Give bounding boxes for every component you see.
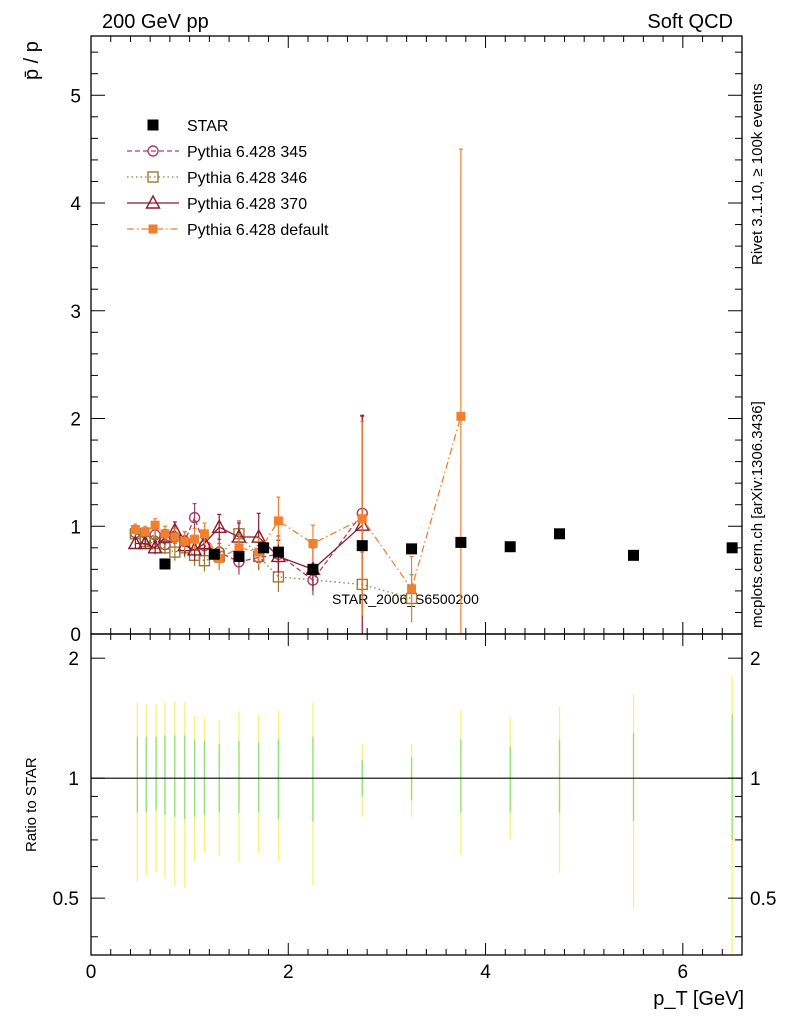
data-point bbox=[147, 539, 163, 554]
data-point bbox=[190, 534, 200, 544]
main-y-tick-label: 4 bbox=[70, 194, 81, 215]
legend-label: Pythia 6.428 345 bbox=[187, 144, 307, 161]
data-point bbox=[233, 550, 245, 562]
legend-entry: Pythia 6.428 default bbox=[127, 222, 329, 239]
data-point bbox=[628, 549, 639, 561]
legend-marker bbox=[147, 171, 159, 183]
x-tick-label: 2 bbox=[283, 962, 294, 983]
legend-label: Pythia 6.428 346 bbox=[187, 170, 307, 187]
data-point bbox=[308, 538, 318, 548]
data-point bbox=[208, 548, 220, 560]
legend-marker bbox=[147, 119, 159, 131]
data-point bbox=[160, 529, 170, 539]
ratio-y-tick-label-right: 0.5 bbox=[750, 889, 776, 910]
x-axis-label: p_T [GeV] bbox=[653, 988, 744, 1010]
ratio-y-axis-label: Ratio to STAR bbox=[23, 757, 40, 852]
data-point bbox=[198, 555, 211, 567]
series-pythia-6-428-345 bbox=[129, 415, 368, 611]
analysis-watermark: STAR_2006_S6500200 bbox=[332, 591, 479, 607]
legend-entry: Pythia 6.428 345 bbox=[127, 144, 307, 161]
data-point bbox=[150, 520, 160, 530]
data-point bbox=[406, 543, 418, 555]
legend-label: Pythia 6.428 370 bbox=[187, 196, 307, 213]
data-point bbox=[455, 536, 467, 548]
mcplots-label: mcplots.cern.ch [arXiv:1306.3436] bbox=[749, 401, 766, 628]
ratio-uncertainty-bands bbox=[91, 676, 742, 955]
legend-entry: STAR bbox=[147, 118, 228, 135]
legend: STAR Pythia 6.428 345 Pythia 6.428 346 Pyth… bbox=[127, 118, 329, 239]
legend-marker bbox=[147, 145, 159, 157]
data-point bbox=[726, 542, 738, 554]
data-point bbox=[356, 540, 368, 552]
data-point bbox=[199, 529, 209, 539]
x-tick-label: 4 bbox=[480, 962, 491, 983]
main-y-tick-label: 5 bbox=[70, 86, 81, 107]
data-point bbox=[258, 542, 270, 554]
data-point bbox=[307, 563, 319, 575]
main-y-tick-label: 0 bbox=[70, 625, 81, 646]
data-point bbox=[170, 532, 180, 542]
ratio-y-tick-label-left: 0.5 bbox=[53, 889, 79, 910]
data-point bbox=[137, 535, 153, 550]
main-series-group bbox=[127, 148, 738, 634]
legend-entry: Pythia 6.428 346 bbox=[127, 170, 307, 187]
data-point bbox=[407, 584, 417, 594]
data-point bbox=[188, 511, 201, 524]
series-star bbox=[159, 528, 738, 575]
main-y-axis-label: p̄ / p bbox=[21, 41, 43, 80]
data-point bbox=[273, 516, 283, 526]
data-point bbox=[140, 527, 150, 537]
legend-entry: Pythia 6.428 370 bbox=[127, 194, 307, 213]
main-y-tick-label: 1 bbox=[70, 517, 81, 538]
data-point bbox=[211, 518, 227, 534]
header-left-label: 200 GeV pp bbox=[102, 11, 209, 33]
main-y-tick-label: 3 bbox=[70, 302, 81, 323]
data-point bbox=[130, 524, 140, 534]
main-y-tick-label: 2 bbox=[70, 410, 81, 431]
data-point bbox=[127, 535, 144, 550]
x-tick-label: 6 bbox=[678, 962, 689, 983]
rivet-version-label: Rivet 3.1.10, ≥ 100k events bbox=[749, 83, 766, 265]
legend-marker bbox=[148, 224, 158, 234]
data-point bbox=[554, 528, 566, 540]
data-point bbox=[180, 536, 190, 546]
x-tick-label: 0 bbox=[86, 962, 97, 983]
data-point bbox=[196, 535, 213, 550]
data-point bbox=[234, 543, 244, 553]
data-point bbox=[159, 558, 171, 570]
data-point bbox=[504, 541, 516, 553]
series-line bbox=[135, 416, 462, 591]
legend-label: STAR bbox=[187, 118, 228, 135]
ratio-y-tick-label-right: 1 bbox=[750, 769, 761, 790]
ratio-y-tick-label-left: 2 bbox=[68, 649, 79, 670]
data-point bbox=[456, 411, 466, 421]
ratio-y-tick-label-left: 1 bbox=[68, 769, 79, 790]
data-point bbox=[272, 546, 284, 558]
axes-group: 0 2 4 6 0 1 2 3 4 5 0.5 0.5 1 1 2 2 bbox=[53, 35, 776, 983]
ratio-frame bbox=[90, 633, 743, 956]
data-point bbox=[357, 514, 367, 524]
legend-label: Pythia 6.428 default bbox=[187, 222, 329, 239]
header-right-label: Soft QCD bbox=[647, 11, 733, 33]
ratio-y-tick-label-right: 2 bbox=[750, 649, 761, 670]
legend-marker bbox=[145, 194, 161, 209]
